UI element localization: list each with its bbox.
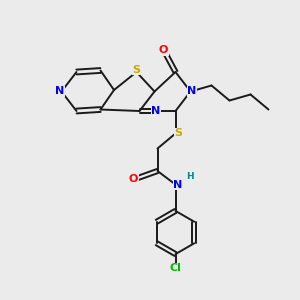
Text: S: S: [175, 128, 182, 139]
Text: N: N: [56, 86, 64, 97]
Text: Cl: Cl: [169, 263, 181, 273]
Text: S: S: [133, 64, 140, 75]
Text: N: N: [173, 179, 182, 190]
Text: O: O: [159, 45, 168, 55]
Text: O: O: [129, 173, 138, 184]
Text: H: H: [186, 172, 194, 181]
Text: N: N: [152, 106, 160, 116]
Text: N: N: [188, 86, 196, 97]
